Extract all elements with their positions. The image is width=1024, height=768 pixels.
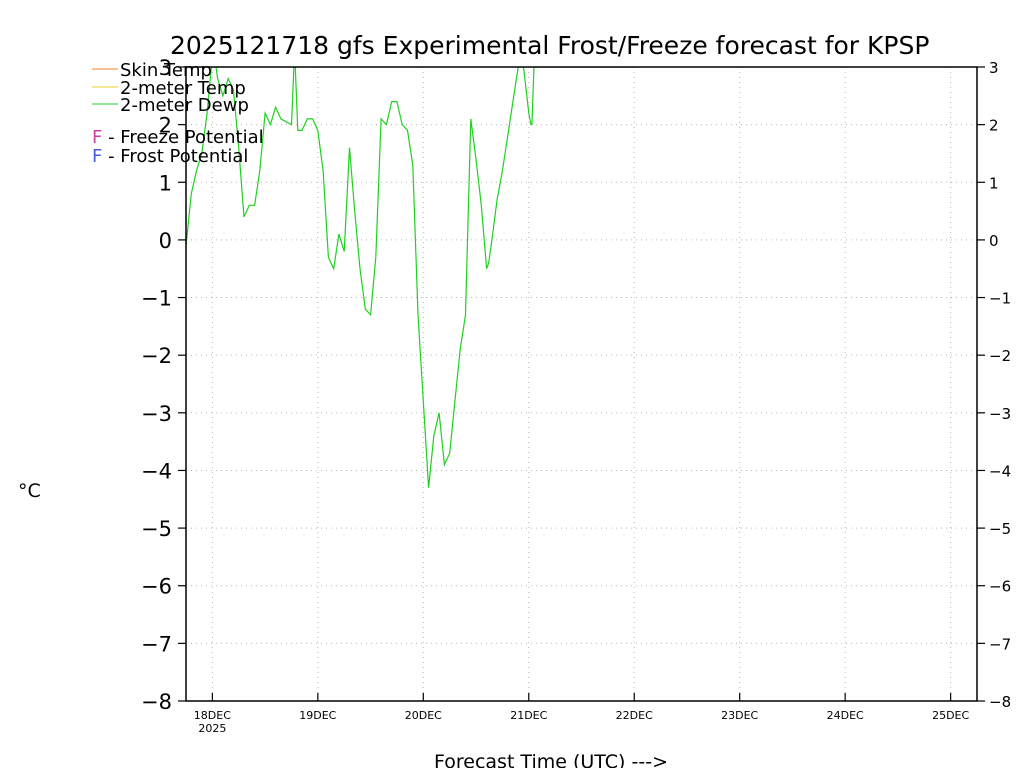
- x-tick-label: 25DEC: [932, 709, 969, 722]
- legend-freeze-marker: F - Freeze Potential: [92, 127, 264, 148]
- series-layer: [186, 67, 637, 488]
- y-tick-label-left: 1: [159, 171, 172, 195]
- freeze-label: - Freeze Potential: [102, 127, 263, 148]
- y-tick-label-left: 0: [159, 229, 172, 253]
- x-tick-label: 18DEC: [194, 709, 231, 722]
- x-tick-label: 21DEC: [510, 709, 547, 722]
- y-axis-label: °C: [18, 480, 41, 502]
- series-line-2-meter-dewp: [186, 67, 637, 488]
- y-tick-label-left: −8: [141, 690, 172, 714]
- y-tick-label-left: −7: [141, 632, 172, 656]
- y-tick-label-right: −7: [989, 635, 1011, 653]
- y-tick-label-right: 0: [989, 232, 999, 250]
- y-tick-label-left: −4: [141, 459, 172, 483]
- x-tick-label: 24DEC: [827, 709, 864, 722]
- y-tick-label-left: −6: [141, 575, 172, 599]
- y-tick-label-left: −5: [141, 517, 172, 541]
- y-tick-label-right: 1: [989, 174, 999, 192]
- y-tick-label-left: −3: [141, 402, 172, 426]
- legend-2m-dewp: 2-meter Dewp: [120, 95, 249, 116]
- y-tick-label-right: −6: [989, 578, 1011, 596]
- y-ticks-left: 3 2 1 0 −1 −2 −3 −4 −5 −6 −7 −8: [141, 56, 186, 714]
- x-tick-sublabel: 2025: [198, 722, 226, 735]
- y-tick-label-left: 2: [159, 114, 172, 138]
- y-tick-label-left: −1: [141, 287, 172, 311]
- y-ticks-right: 3 2 1 0 −1 −2 −3 −4 −5 −6 −7 −8: [977, 59, 1011, 711]
- legend: Skin Temp 2-meter Temp 2-meter Dewp F - …: [92, 60, 264, 167]
- y-tick-label-left: 3: [159, 56, 172, 80]
- freeze-letter: F: [92, 127, 102, 148]
- grid: [186, 67, 977, 701]
- x-tick-label: 23DEC: [721, 709, 758, 722]
- y-tick-label-right: −4: [989, 462, 1011, 480]
- legend-skin-temp: Skin Temp: [120, 60, 212, 81]
- y-tick-label-right: −1: [989, 290, 1011, 308]
- y-tick-label-right: −8: [989, 693, 1011, 711]
- y-tick-label-right: −3: [989, 405, 1011, 423]
- y-tick-label-right: −5: [989, 520, 1011, 538]
- y-tick-label-left: −2: [141, 344, 172, 368]
- y-tick-label-right: −2: [989, 347, 1011, 365]
- x-axis-label: Forecast Time (UTC) --->: [434, 751, 668, 768]
- x-tick-label: 22DEC: [616, 709, 653, 722]
- x-tick-label: 20DEC: [405, 709, 442, 722]
- frost-label: - Frost Potential: [102, 146, 248, 167]
- chart-title: 2025121718 gfs Experimental Frost/Freeze…: [170, 31, 929, 60]
- x-tick-label: 19DEC: [299, 709, 336, 722]
- y-tick-label-right: 2: [989, 117, 999, 135]
- y-tick-label-right: 3: [989, 59, 999, 77]
- legend-frost-marker: F - Frost Potential: [92, 146, 248, 167]
- plot-frame: [185, 66, 978, 702]
- legend-2m-temp: 2-meter Temp: [120, 78, 246, 99]
- frost-letter: F: [92, 146, 102, 167]
